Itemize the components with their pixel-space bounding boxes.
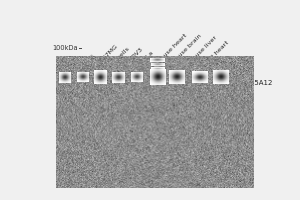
Text: 40kDa: 40kDa bbox=[56, 150, 78, 156]
Bar bbox=[80, 67, 234, 169]
Text: U-87MG: U-87MG bbox=[98, 44, 119, 65]
Text: 70kDa: 70kDa bbox=[56, 80, 78, 86]
Text: Raji: Raji bbox=[84, 53, 96, 65]
Text: SLC25A12: SLC25A12 bbox=[238, 80, 273, 86]
Text: Rat heart: Rat heart bbox=[205, 40, 230, 65]
Text: Mouse liver: Mouse liver bbox=[189, 35, 218, 65]
Text: SKOV3: SKOV3 bbox=[126, 46, 144, 65]
Text: 55kDa: 55kDa bbox=[56, 116, 78, 122]
Text: 100kDa: 100kDa bbox=[52, 45, 78, 51]
Text: B cells: B cells bbox=[112, 46, 130, 65]
Text: HeLa: HeLa bbox=[140, 50, 155, 65]
Text: Mouse brain: Mouse brain bbox=[171, 33, 203, 65]
Text: Mouse heart: Mouse heart bbox=[156, 33, 188, 65]
